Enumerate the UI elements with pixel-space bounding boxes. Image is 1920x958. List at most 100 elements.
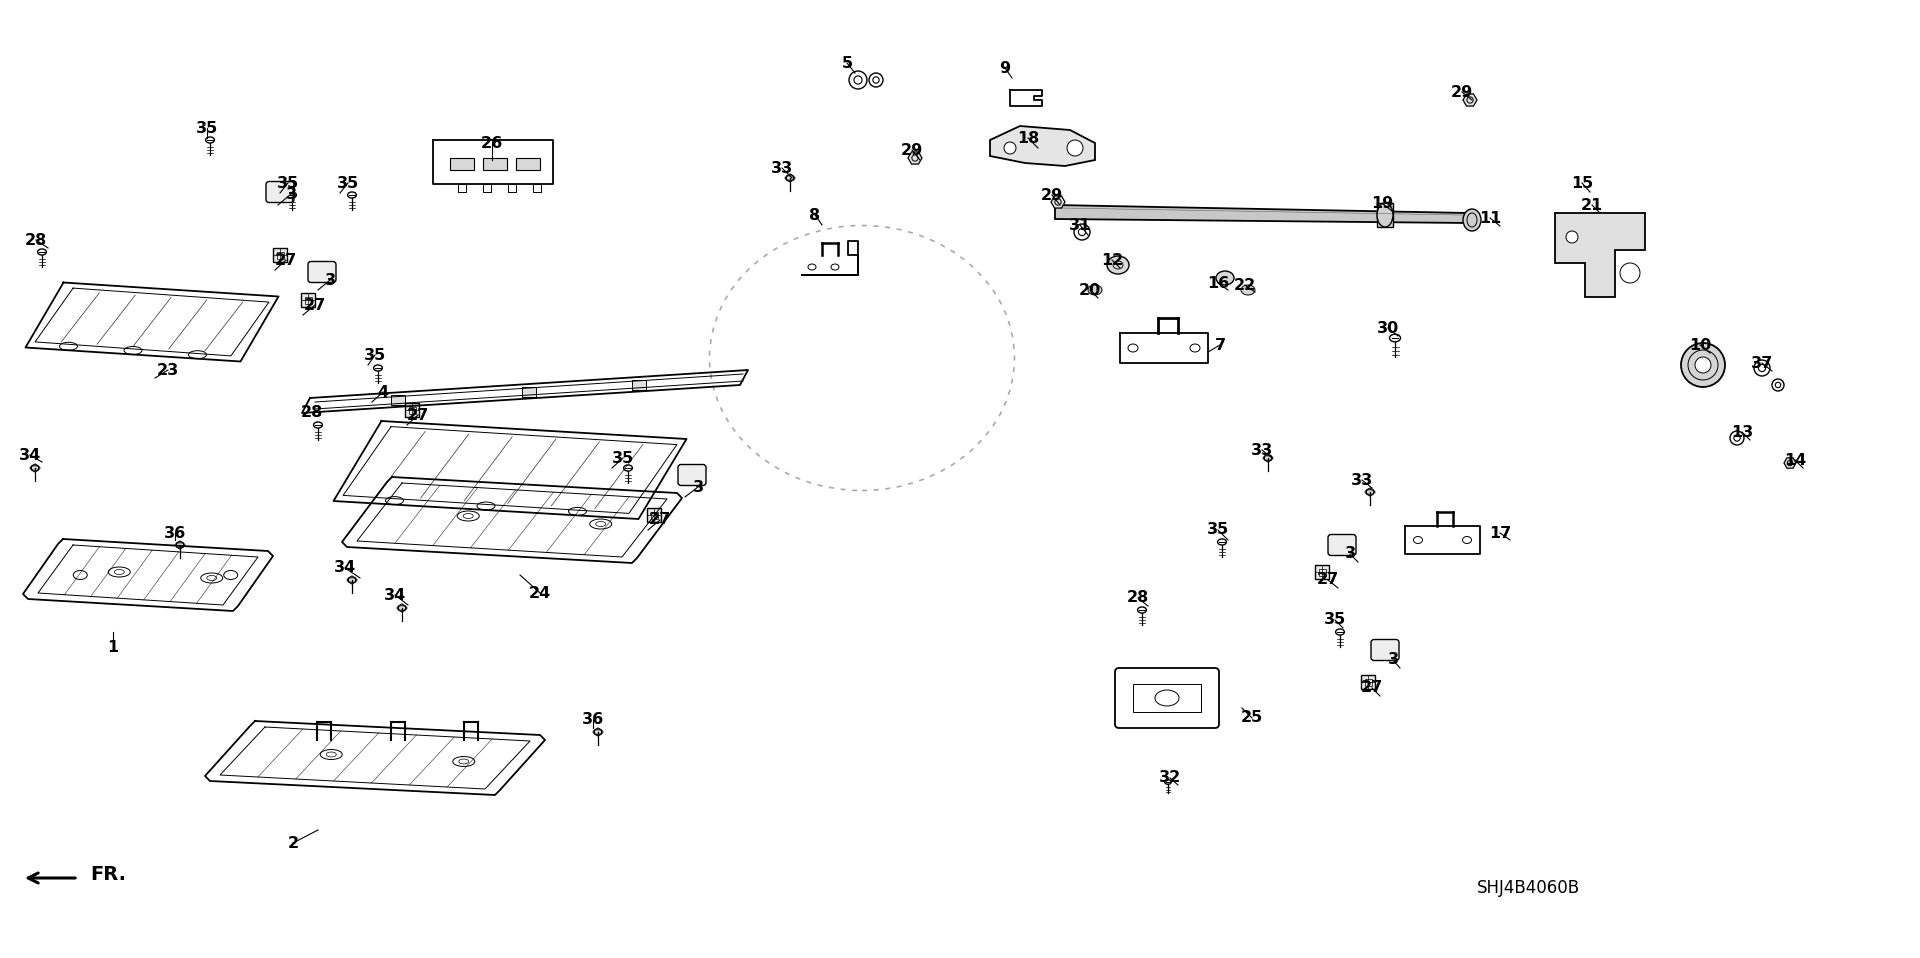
Ellipse shape [1377, 203, 1394, 227]
Bar [651, 512, 657, 518]
Text: 18: 18 [1018, 130, 1039, 146]
Text: 27: 27 [1317, 573, 1338, 587]
FancyBboxPatch shape [307, 262, 336, 283]
Text: 14: 14 [1784, 452, 1807, 468]
Text: 22: 22 [1235, 278, 1256, 292]
Text: 3: 3 [324, 272, 336, 287]
Text: 20: 20 [1079, 283, 1102, 298]
Text: 35: 35 [276, 175, 300, 191]
Bar [1319, 568, 1325, 576]
Text: 35: 35 [365, 348, 386, 362]
Text: 35: 35 [1325, 612, 1346, 627]
Bar [405, 403, 419, 417]
Polygon shape [991, 126, 1094, 166]
Bar [647, 508, 660, 522]
Bar [276, 252, 284, 259]
Circle shape [1004, 142, 1016, 154]
Text: 28: 28 [301, 404, 323, 420]
Text: 4: 4 [378, 384, 388, 399]
Bar [390, 395, 405, 405]
FancyBboxPatch shape [678, 465, 707, 486]
Text: 12: 12 [1100, 253, 1123, 267]
Text: 37: 37 [1751, 355, 1774, 371]
Text: 3: 3 [693, 480, 703, 494]
Text: 27: 27 [303, 298, 326, 312]
Polygon shape [349, 576, 355, 584]
Bar [632, 379, 645, 390]
Bar [409, 406, 415, 414]
Text: 25: 25 [1240, 711, 1263, 725]
Circle shape [1695, 357, 1711, 373]
Text: 27: 27 [649, 513, 672, 528]
Text: 3: 3 [1388, 652, 1398, 668]
Text: 3: 3 [1344, 546, 1356, 561]
Text: 27: 27 [275, 253, 298, 267]
Text: 17: 17 [1488, 526, 1511, 540]
Bar [1133, 684, 1202, 712]
Text: 34: 34 [19, 447, 40, 463]
Text: 29: 29 [1452, 84, 1473, 100]
Polygon shape [1463, 94, 1476, 106]
Text: 33: 33 [770, 161, 793, 175]
Text: SHJ4B4060B: SHJ4B4060B [1476, 879, 1580, 897]
Text: 35: 35 [196, 121, 219, 135]
Polygon shape [1050, 196, 1066, 208]
Text: 11: 11 [1478, 211, 1501, 225]
Text: 35: 35 [336, 175, 359, 191]
Text: 33: 33 [1352, 472, 1373, 488]
Text: 27: 27 [407, 407, 430, 422]
Text: 13: 13 [1730, 424, 1753, 440]
Text: 19: 19 [1371, 195, 1394, 211]
Text: 27: 27 [1361, 680, 1382, 696]
Ellipse shape [1089, 285, 1102, 295]
Text: 23: 23 [157, 362, 179, 377]
Bar [301, 293, 315, 307]
Text: 21: 21 [1580, 197, 1603, 213]
Ellipse shape [1240, 285, 1256, 295]
Ellipse shape [1215, 271, 1235, 285]
Text: 8: 8 [810, 208, 820, 222]
Polygon shape [1784, 458, 1795, 468]
Text: 24: 24 [528, 585, 551, 601]
Bar [522, 386, 536, 397]
Bar [1361, 675, 1375, 689]
Polygon shape [399, 604, 405, 612]
Bar [1315, 565, 1329, 579]
Circle shape [1620, 263, 1640, 283]
Text: 36: 36 [163, 526, 186, 540]
Text: 9: 9 [1000, 60, 1010, 76]
Bar [449, 158, 474, 170]
Polygon shape [595, 728, 601, 736]
Text: 5: 5 [841, 56, 852, 71]
Bar [305, 296, 311, 304]
Text: 30: 30 [1377, 321, 1400, 335]
Text: 28: 28 [1127, 590, 1150, 605]
Text: 34: 34 [334, 560, 355, 576]
Text: 15: 15 [1571, 175, 1594, 191]
Ellipse shape [1463, 209, 1480, 231]
Text: 35: 35 [1208, 522, 1229, 537]
Bar [516, 158, 540, 170]
Bar [1365, 678, 1371, 686]
Polygon shape [908, 152, 922, 164]
FancyBboxPatch shape [1329, 535, 1356, 556]
Polygon shape [1054, 205, 1469, 223]
Polygon shape [787, 174, 793, 182]
Text: 34: 34 [384, 587, 407, 603]
FancyBboxPatch shape [267, 181, 294, 202]
Text: 7: 7 [1215, 337, 1225, 353]
Text: 16: 16 [1208, 276, 1229, 290]
Text: 35: 35 [612, 450, 634, 466]
Circle shape [1567, 231, 1578, 243]
Text: 29: 29 [900, 143, 924, 157]
Text: 1: 1 [108, 641, 119, 655]
Text: FR.: FR. [90, 865, 127, 884]
Circle shape [1682, 343, 1724, 387]
Text: 10: 10 [1690, 337, 1711, 353]
Polygon shape [1377, 203, 1394, 227]
FancyBboxPatch shape [1371, 640, 1400, 660]
Text: 33: 33 [1250, 443, 1273, 458]
Text: 26: 26 [480, 135, 503, 150]
Polygon shape [1265, 454, 1271, 462]
Text: 3: 3 [286, 187, 296, 201]
